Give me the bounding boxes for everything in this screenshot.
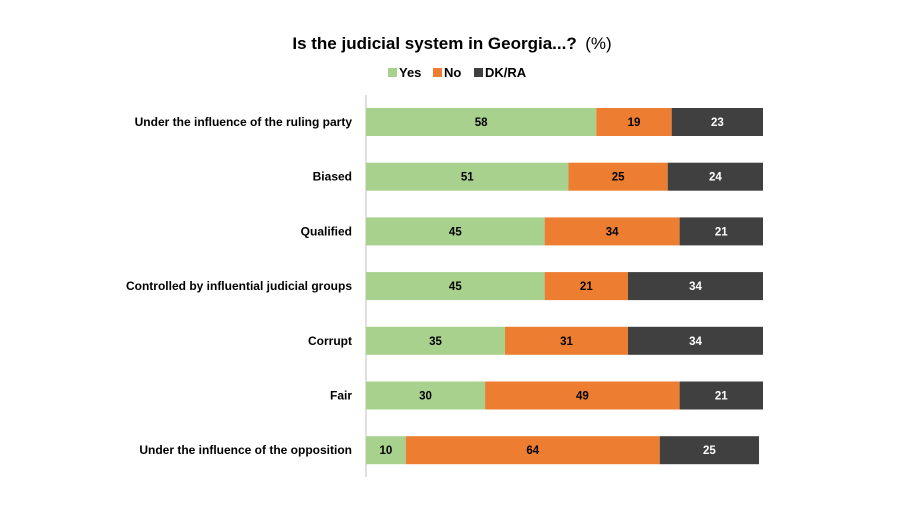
data-label-yes: 51 bbox=[461, 172, 474, 184]
data-label-yes: 10 bbox=[379, 445, 392, 457]
data-label-dk-ra: 24 bbox=[709, 172, 722, 184]
legend-swatch-no bbox=[433, 68, 442, 77]
data-label-dk-ra: 21 bbox=[715, 391, 728, 403]
data-label-no: 34 bbox=[606, 226, 619, 238]
bar-dk-ra bbox=[628, 272, 763, 301]
data-label-yes: 30 bbox=[419, 391, 432, 403]
legend-label-dk-ra: DK/RA bbox=[485, 65, 527, 80]
bar-yes bbox=[366, 381, 486, 410]
legend-label-yes: Yes bbox=[399, 65, 421, 80]
bar-yes bbox=[366, 326, 505, 355]
bar-dk-ra bbox=[671, 108, 763, 136]
legend-swatch-dk-ra bbox=[474, 68, 483, 77]
category-label: Under the influence of the opposition bbox=[139, 443, 352, 457]
bar-no bbox=[485, 381, 680, 410]
category-labels: Under the influence of the ruling party B… bbox=[126, 115, 352, 457]
bar-no bbox=[504, 326, 629, 355]
bar-no bbox=[544, 217, 680, 246]
chart-title-unit: (%) bbox=[585, 34, 611, 53]
bar-dk-ra bbox=[679, 381, 763, 410]
data-label-dk-ra: 21 bbox=[715, 226, 728, 238]
bar-yes bbox=[366, 108, 597, 136]
bar-yes bbox=[366, 217, 545, 246]
category-label: Controlled by influential judicial group… bbox=[126, 279, 352, 293]
data-label-no: 31 bbox=[560, 336, 573, 348]
bars: 58 19 23 51 25 24 45 34 21 45 21 34 35 31 34 30 49 21 10 64… bbox=[366, 108, 763, 465]
data-label-dk-ra: 34 bbox=[689, 336, 702, 348]
bar-no bbox=[544, 272, 629, 301]
bar-dk-ra bbox=[628, 326, 763, 355]
data-label-yes: 45 bbox=[449, 226, 462, 238]
bar-yes bbox=[366, 162, 569, 191]
category-label: Qualified bbox=[301, 224, 352, 238]
legend: Yes No DK/RA bbox=[388, 65, 527, 80]
category-label: Biased bbox=[313, 170, 352, 184]
data-label-yes: 35 bbox=[429, 336, 442, 348]
category-label: Fair bbox=[330, 389, 352, 403]
data-label-no: 64 bbox=[526, 445, 539, 457]
bar-no bbox=[568, 162, 668, 191]
bar-yes bbox=[366, 272, 545, 301]
bar-dk-ra bbox=[667, 162, 763, 191]
bar-dk-ra bbox=[659, 436, 760, 465]
data-label-yes: 45 bbox=[449, 281, 462, 293]
data-label-no: 19 bbox=[628, 117, 641, 129]
bar-yes bbox=[366, 436, 406, 465]
chart-title: Is the judicial system in Georgia...? (%… bbox=[292, 34, 611, 53]
bar-dk-ra bbox=[679, 217, 763, 246]
bar-no bbox=[405, 436, 660, 465]
data-label-dk-ra: 25 bbox=[703, 445, 716, 457]
data-label-no: 25 bbox=[612, 172, 625, 184]
category-label: Corrupt bbox=[308, 334, 352, 348]
bar-no bbox=[596, 108, 672, 136]
chart-title-main: Is the judicial system in Georgia...? bbox=[292, 34, 576, 53]
data-label-no: 49 bbox=[576, 391, 589, 403]
data-label-no: 21 bbox=[580, 281, 593, 293]
data-label-yes: 58 bbox=[475, 117, 488, 129]
legend-swatch-yes bbox=[388, 68, 397, 77]
category-label: Under the influence of the ruling party bbox=[135, 115, 353, 129]
data-label-dk-ra: 23 bbox=[711, 117, 724, 129]
legend-label-no: No bbox=[444, 65, 461, 80]
data-label-dk-ra: 34 bbox=[689, 281, 702, 293]
